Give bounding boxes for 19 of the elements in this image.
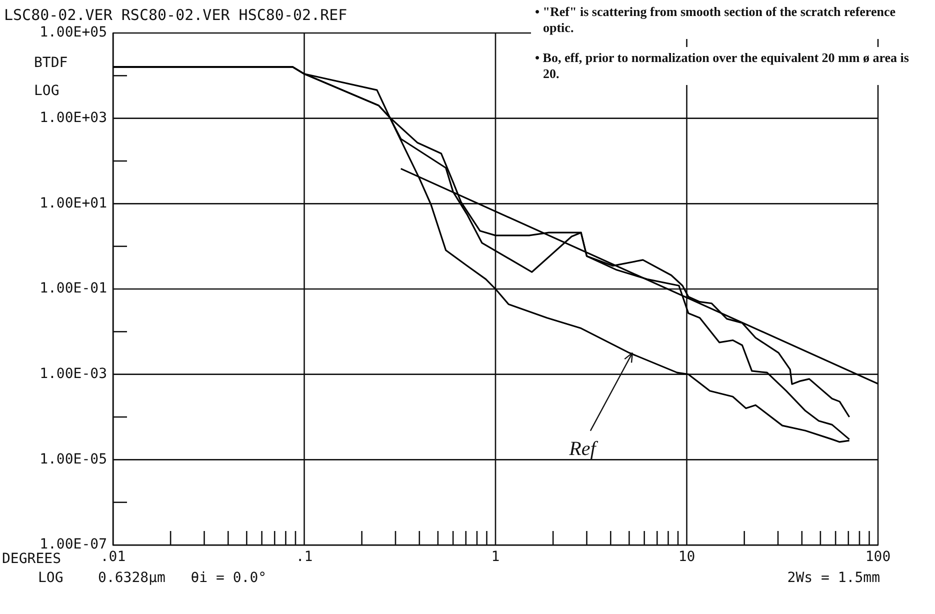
x-axis-title: DEGREES xyxy=(2,551,62,567)
y-tick-label: 1.00E+05 xyxy=(40,24,107,41)
x-tick-label: 10 xyxy=(678,549,696,566)
x-tick-label: .1 xyxy=(296,549,313,566)
y-tick-label: 1.00E+03 xyxy=(40,110,107,126)
y-tick-label: 1.00E-05 xyxy=(40,451,107,468)
text: LOG xyxy=(38,570,64,586)
y-tick-label: 1.00E-01 xyxy=(40,280,107,297)
chart-title: LSC80-02.VER RSC80-02.VER HSC80-02.REF xyxy=(4,6,348,24)
y-tick-label: 1.00E+01 xyxy=(40,195,107,212)
y-tick-label: 1.00E-03 xyxy=(40,366,107,382)
annotation: Ref xyxy=(568,438,598,460)
annotation: • Bo, eff, prior to normalization over the equivalent 20 mm ø area is 20. xyxy=(535,50,909,81)
text: 0.6328µm θi = 0.0° xyxy=(98,570,267,586)
x-tick-label: 1 xyxy=(491,549,500,566)
x-tick-label: 100 xyxy=(865,549,891,566)
text: 2Ws = 1.5mm xyxy=(787,570,880,586)
annotation: • "Ref" is scattering from smooth section of the scratch reference optic. xyxy=(535,4,896,35)
y-axis-title: BTDF LOG xyxy=(34,55,68,99)
